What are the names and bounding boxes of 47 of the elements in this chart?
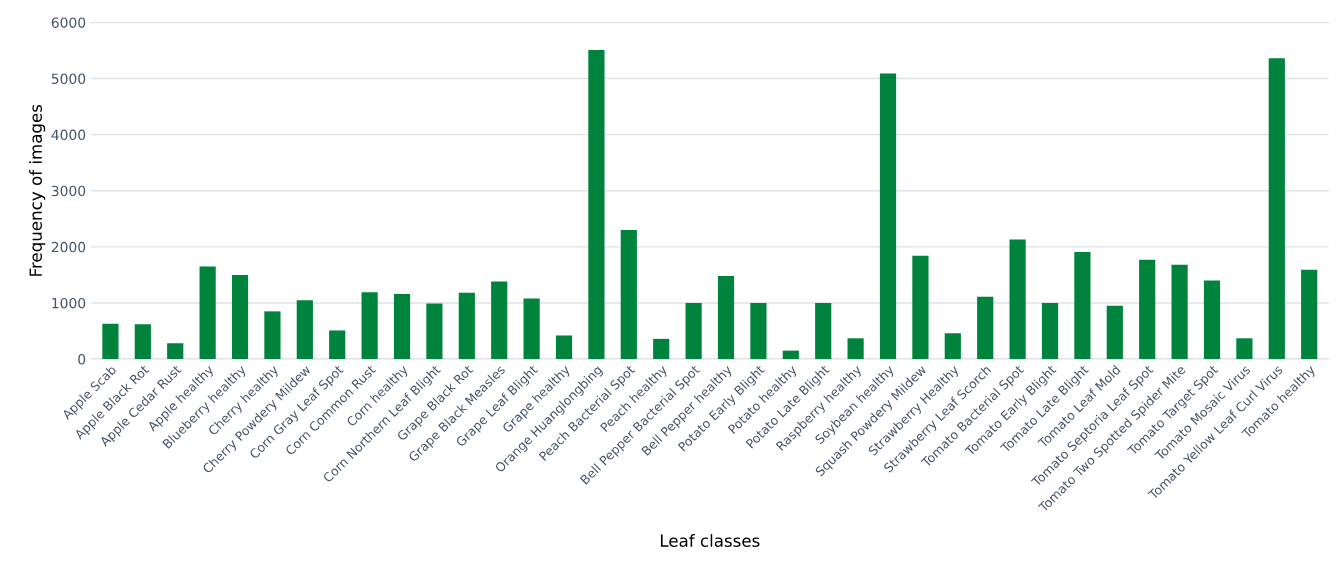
bar — [555, 335, 573, 360]
bar — [1074, 251, 1091, 360]
bar — [393, 293, 411, 360]
bar — [199, 266, 216, 360]
bar — [750, 302, 767, 360]
bar — [588, 49, 605, 360]
bar — [426, 303, 443, 360]
bar — [912, 255, 929, 360]
bar — [1301, 269, 1318, 360]
bar — [1041, 302, 1059, 360]
y-axis-title: Frequency of images — [29, 104, 46, 276]
bar — [977, 296, 994, 360]
bar — [685, 302, 702, 360]
bar — [653, 338, 670, 360]
bar — [102, 323, 119, 360]
bar — [879, 73, 897, 360]
bar — [458, 292, 475, 360]
bar — [491, 281, 508, 360]
y-tick-label: 2000 — [51, 241, 86, 253]
y-tick-label: 4000 — [51, 129, 86, 141]
bar — [1139, 259, 1156, 360]
y-tick-label: 0 — [78, 354, 86, 365]
bar — [620, 230, 637, 360]
bar — [296, 300, 313, 360]
bar — [815, 302, 832, 360]
bar — [1009, 239, 1026, 360]
bar — [167, 343, 184, 360]
bar — [361, 292, 378, 360]
y-tick-label: 1000 — [52, 297, 86, 309]
bar — [134, 324, 151, 360]
bar — [1106, 305, 1123, 360]
bar — [717, 276, 735, 360]
bar — [1268, 58, 1285, 360]
bar — [231, 274, 249, 360]
bar — [264, 311, 281, 360]
y-tick-label: 5000 — [51, 73, 86, 85]
bar — [1236, 338, 1253, 360]
bar — [782, 350, 799, 360]
y-tick-label: 6000 — [51, 17, 86, 28]
bar — [944, 333, 961, 360]
bar — [1203, 280, 1221, 360]
bar — [329, 330, 346, 360]
bar — [1171, 264, 1188, 360]
y-tick-label: 3000 — [51, 185, 86, 197]
bar — [523, 298, 540, 360]
x-axis-title: Leaf classes — [660, 534, 760, 547]
bar — [847, 338, 864, 360]
